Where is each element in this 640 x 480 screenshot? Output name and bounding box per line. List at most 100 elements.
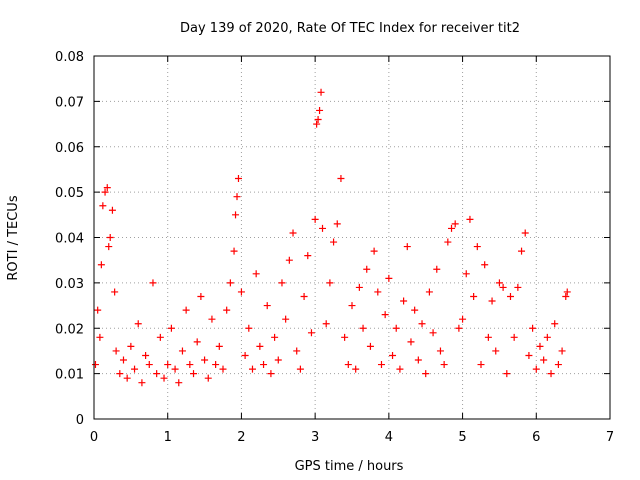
data-point xyxy=(506,292,514,300)
data-point xyxy=(333,220,341,228)
data-point xyxy=(197,292,205,300)
data-point xyxy=(160,374,168,382)
data-point xyxy=(484,333,492,341)
data-point xyxy=(385,274,393,282)
y-tick-label: 0.05 xyxy=(55,186,84,201)
data-point xyxy=(204,374,212,382)
data-point xyxy=(363,265,371,273)
data-point xyxy=(433,265,441,273)
data-point xyxy=(337,175,345,183)
data-point xyxy=(448,224,456,232)
data-point xyxy=(293,347,301,355)
data-point xyxy=(138,379,146,387)
data-point xyxy=(134,320,142,328)
data-point xyxy=(142,351,150,359)
data-point xyxy=(495,279,503,287)
y-tick-label: 0.06 xyxy=(55,141,84,156)
data-point xyxy=(459,315,467,323)
data-point xyxy=(477,361,485,369)
data-point xyxy=(381,311,389,319)
data-point xyxy=(396,365,404,373)
data-point xyxy=(103,184,111,192)
data-point xyxy=(127,342,135,350)
data-point xyxy=(108,206,116,214)
y-axis-label: ROTI / TECUs xyxy=(6,195,21,280)
data-point xyxy=(473,243,481,251)
plot-border xyxy=(93,55,611,420)
data-point xyxy=(377,361,385,369)
data-point xyxy=(271,333,279,341)
data-point xyxy=(551,320,559,328)
data-point xyxy=(348,302,356,310)
data-point xyxy=(341,333,349,341)
data-point xyxy=(91,361,99,369)
data-point xyxy=(451,220,459,228)
y-tick-label: 0 xyxy=(76,413,84,428)
data-point xyxy=(366,342,374,350)
data-point xyxy=(94,306,102,314)
data-point xyxy=(234,175,242,183)
data-point xyxy=(370,247,378,255)
data-point xyxy=(106,234,114,241)
data-point xyxy=(407,338,415,346)
data-point xyxy=(547,370,555,378)
data-point xyxy=(267,370,275,378)
data-point xyxy=(355,283,363,291)
data-points xyxy=(91,88,571,387)
data-point xyxy=(481,261,489,269)
data-point xyxy=(414,356,422,364)
data-point xyxy=(307,329,315,337)
data-point xyxy=(219,365,227,373)
data-point xyxy=(190,370,198,378)
data-point xyxy=(440,361,448,369)
data-point xyxy=(186,361,194,369)
data-point xyxy=(201,356,209,364)
data-point xyxy=(322,320,330,328)
data-point xyxy=(455,324,463,332)
x-tick-label: 3 xyxy=(311,430,319,445)
data-point xyxy=(285,256,293,264)
data-point xyxy=(178,347,186,355)
data-point xyxy=(492,347,500,355)
data-point xyxy=(304,252,312,260)
data-point xyxy=(536,342,544,350)
data-point xyxy=(252,270,260,278)
data-point xyxy=(466,215,474,223)
data-point xyxy=(123,374,131,382)
data-point xyxy=(317,88,325,96)
data-point xyxy=(311,215,319,223)
data-point xyxy=(444,238,452,246)
data-point xyxy=(278,279,286,287)
x-tick-label: 1 xyxy=(164,430,172,445)
data-point xyxy=(425,288,433,296)
data-point xyxy=(153,370,161,378)
data-point xyxy=(296,365,304,373)
data-point xyxy=(529,324,537,332)
data-point xyxy=(223,306,231,314)
data-point xyxy=(112,347,120,355)
data-point xyxy=(510,333,518,341)
data-point xyxy=(237,288,245,296)
data-point xyxy=(167,324,175,332)
data-point xyxy=(263,302,271,310)
data-point xyxy=(389,351,397,359)
data-point xyxy=(411,306,419,314)
data-point xyxy=(543,333,551,341)
data-point xyxy=(488,297,496,305)
data-point xyxy=(233,193,241,201)
x-tick-label: 0 xyxy=(90,430,98,445)
data-point xyxy=(212,361,220,369)
data-point xyxy=(105,243,113,251)
data-point xyxy=(175,379,183,387)
data-point xyxy=(116,370,124,378)
data-point xyxy=(403,243,411,251)
data-point xyxy=(230,247,238,255)
x-tick-label: 4 xyxy=(385,430,393,445)
x-axis-label: GPS time / hours xyxy=(295,459,404,474)
data-point xyxy=(499,283,507,291)
data-point xyxy=(319,224,327,232)
data-point xyxy=(248,365,256,373)
x-tick-label: 7 xyxy=(606,430,614,445)
data-point xyxy=(532,365,540,373)
data-point xyxy=(314,116,322,124)
